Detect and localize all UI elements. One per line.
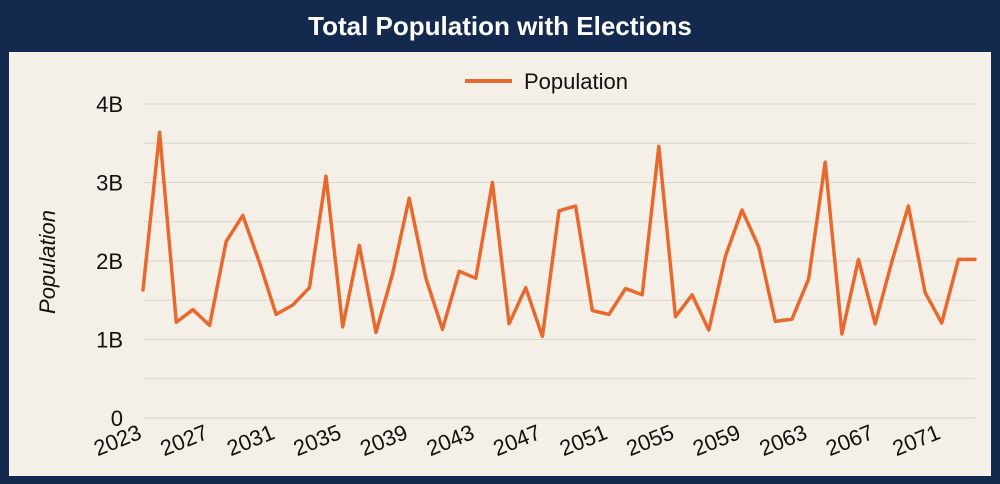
y-tick-label: 3B <box>96 171 123 196</box>
x-tick-label: 2047 <box>489 419 544 461</box>
x-tick-label: 2071 <box>889 419 944 461</box>
x-tick-label: 2059 <box>689 419 744 461</box>
y-tick-label: 2B <box>96 249 123 274</box>
x-tick-label: 2055 <box>623 419 678 461</box>
chart-title: Total Population with Elections <box>308 10 692 41</box>
x-tick-label: 2023 <box>90 419 145 461</box>
series-line-population <box>141 130 977 339</box>
y-tick-label: 4B <box>96 92 123 117</box>
x-tick-label: 2043 <box>423 419 478 461</box>
x-tick-label: 2027 <box>157 419 212 461</box>
y-axis-label: Population <box>35 210 60 314</box>
gridlines <box>143 103 975 419</box>
y-tick-label: 1B <box>96 328 123 353</box>
x-tick-label: 2039 <box>356 419 411 461</box>
x-axis-ticks: 2023 2027 2031 2035 2039 2043 2047 2051 2055 2059… <box>90 419 943 461</box>
y-tick-label: 0 <box>111 406 123 431</box>
x-tick-label: 2063 <box>756 419 811 461</box>
legend-label-population: Population <box>524 69 628 94</box>
x-tick-label: 2051 <box>556 419 611 461</box>
x-tick-label: 2031 <box>223 419 278 461</box>
x-tick-label: 2067 <box>822 419 877 461</box>
y-axis-ticks: 0 1B 2B 3B 4B <box>96 92 123 431</box>
series <box>141 130 977 339</box>
legend: Population <box>465 69 628 94</box>
x-tick-label: 2035 <box>290 419 345 461</box>
